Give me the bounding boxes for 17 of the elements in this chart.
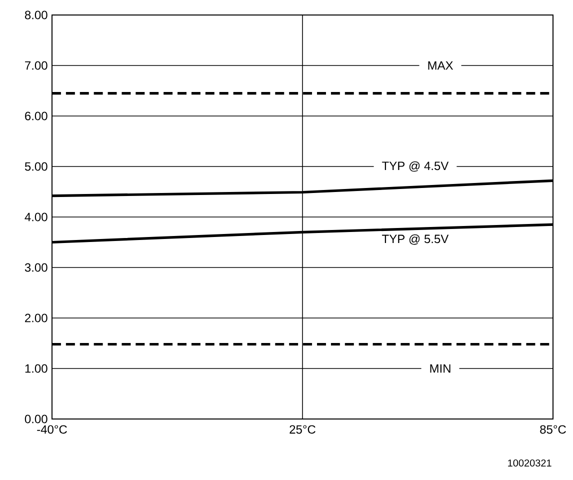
y-tick-label: 1.00 xyxy=(25,364,48,373)
series-label: MAX xyxy=(428,61,454,70)
y-tick-label: 8.00 xyxy=(24,10,48,20)
series-label: TYP @ 4.5V xyxy=(382,161,449,172)
x-tick-label: 25°C xyxy=(290,425,316,434)
y-tick-label: 2.00 xyxy=(25,314,48,322)
y-tick-label: 0.00 xyxy=(24,414,48,424)
text: 10020321 xyxy=(508,459,552,467)
x-tick-label: -40°C xyxy=(37,425,67,434)
y-tick-label: 7.00 xyxy=(25,61,48,70)
series-label: TYP @ 5.5V xyxy=(382,234,449,245)
y-tick-label: 5.00 xyxy=(24,162,48,171)
series-label: MIN xyxy=(430,364,450,373)
y-tick-label: 6.00 xyxy=(25,112,48,120)
y-tick-label: 4.00 xyxy=(24,212,48,222)
y-tick-label: 3.00 xyxy=(24,263,48,272)
x-tick-label: 85°C xyxy=(540,425,566,434)
